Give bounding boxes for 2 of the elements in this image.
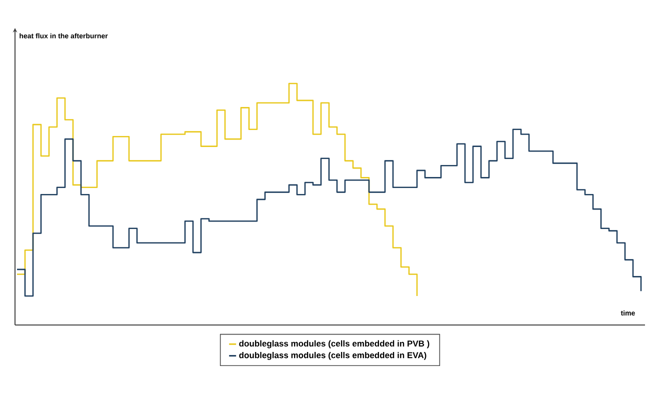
legend-label: doubleglass modules (cells embedded in PVB ): [239, 340, 430, 348]
legend-label: doubleglass modules (cells embedded in EVA): [239, 352, 426, 360]
